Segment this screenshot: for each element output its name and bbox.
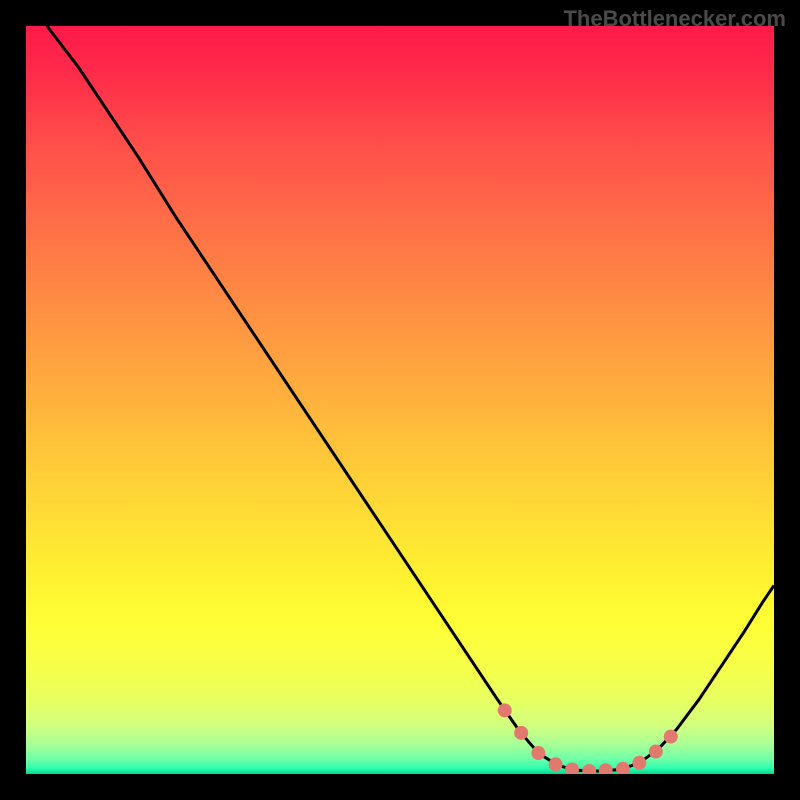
plot-area [26,26,774,774]
curve-marker [649,745,663,759]
curve-marker [514,726,528,740]
chart-container: TheBottlenecker.com [0,0,800,800]
chart-svg [26,26,774,774]
curve-marker [498,703,512,717]
curve-marker [531,746,545,760]
watermark-text: TheBottlenecker.com [563,6,786,32]
curve-marker [632,756,646,770]
gradient-background [26,26,774,774]
curve-marker [664,730,678,744]
curve-marker [549,757,563,771]
